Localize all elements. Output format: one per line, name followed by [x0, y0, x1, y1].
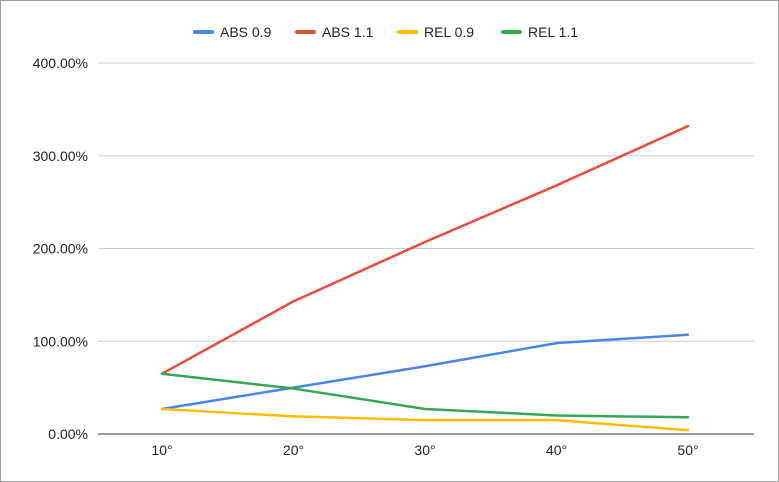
- y-tick-label: 0.00%: [48, 426, 88, 442]
- x-tick-label: 40°: [546, 442, 567, 458]
- y-axis-tick-labels: 0.00% 100.00% 200.00% 300.00% 400.00%: [33, 55, 88, 442]
- legend-label: REL 1.1: [528, 24, 578, 40]
- legend-label: ABS 0.9: [220, 24, 272, 40]
- x-tick-label: 20°: [283, 442, 304, 458]
- y-tick-label: 100.00%: [33, 333, 88, 349]
- series-line-abs-1-1: [160, 124, 690, 375]
- series-line-rel-1-1: [160, 372, 690, 419]
- x-axis-tick-labels: 10° 20° 30° 40° 50°: [151, 442, 698, 458]
- gridlines: [98, 62, 754, 435]
- series-line-rel-0-9: [160, 407, 690, 432]
- y-tick-label: 200.00%: [33, 241, 88, 257]
- legend-label: REL 0.9: [424, 24, 474, 40]
- y-tick-label: 400.00%: [33, 55, 88, 71]
- series-lines: [160, 124, 690, 432]
- legend: ABS 0.9 ABS 1.1 REL 0.9 REL 1.1: [193, 24, 578, 40]
- x-tick-label: 50°: [677, 442, 698, 458]
- x-tick-label: 10°: [151, 442, 172, 458]
- y-tick-label: 300.00%: [33, 148, 88, 164]
- legend-label: ABS 1.1: [322, 24, 374, 40]
- x-tick-label: 30°: [414, 442, 435, 458]
- series-line-abs-0-9: [160, 333, 690, 411]
